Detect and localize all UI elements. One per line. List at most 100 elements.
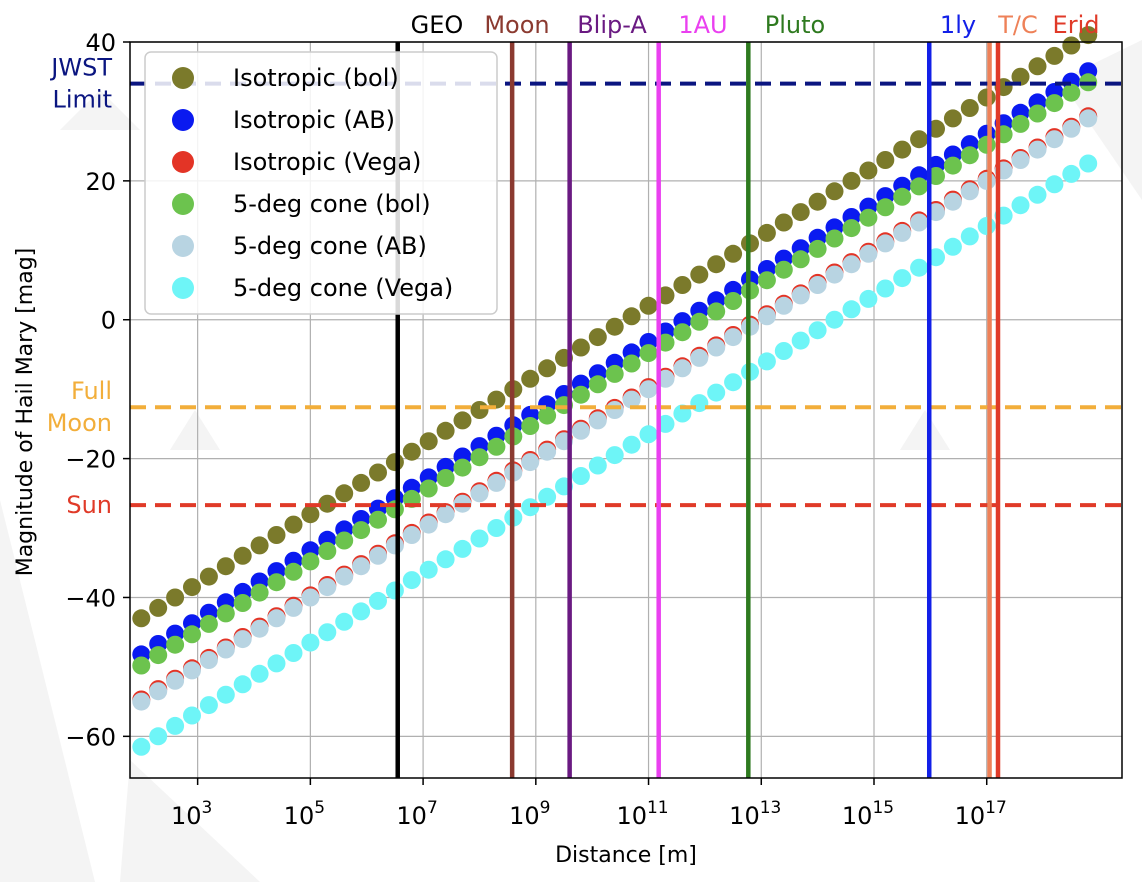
legend: Isotropic (bol) Isotropic (AB) Isotropic (… [144, 51, 498, 315]
data-point [1045, 94, 1064, 113]
data-point [166, 635, 185, 654]
data-point [301, 633, 320, 652]
legend-label: Isotropic (AB) [233, 106, 395, 134]
data-point [301, 505, 320, 524]
data-point [707, 255, 726, 274]
data-point [825, 182, 844, 201]
data-point [707, 383, 726, 402]
data-point [267, 526, 286, 544]
data-point [250, 536, 269, 555]
data-point [301, 552, 320, 571]
legend-marker [172, 151, 194, 173]
data-point [673, 359, 692, 378]
data-point [910, 258, 929, 277]
data-point [1079, 26, 1098, 45]
y-tick-label: −20 [65, 446, 116, 474]
data-point [588, 456, 607, 475]
data-point [335, 612, 354, 631]
reference-line-label: Sun [66, 491, 112, 519]
data-point [876, 234, 895, 253]
data-point [639, 380, 658, 399]
data-point [622, 354, 641, 373]
series-1 [132, 26, 1098, 628]
data-point [284, 598, 303, 617]
data-point [656, 369, 675, 388]
series-6 [132, 154, 1098, 756]
data-point [927, 203, 945, 222]
data-point [352, 557, 371, 576]
data-point [656, 333, 675, 352]
data-point [521, 498, 540, 517]
data-point [318, 623, 337, 642]
data-point [149, 598, 168, 617]
data-point [470, 529, 489, 548]
data-point [470, 448, 489, 467]
data-point [656, 414, 675, 433]
data-point [250, 619, 269, 638]
data-point [910, 177, 929, 196]
data-point [470, 401, 489, 419]
data-point [588, 328, 607, 347]
data-point [284, 644, 303, 662]
data-point [369, 510, 387, 529]
data-point [690, 348, 709, 367]
data-point [1062, 164, 1081, 183]
reference-line-label: JWST [49, 54, 112, 82]
data-point [335, 531, 354, 550]
data-point [369, 546, 387, 565]
data-point [571, 338, 590, 357]
data-point [132, 609, 151, 628]
data-point [453, 411, 472, 430]
data-point [791, 286, 810, 305]
data-point [639, 296, 658, 315]
data-point [487, 390, 506, 409]
data-point [216, 640, 235, 659]
data-point [1028, 185, 1047, 204]
data-point [842, 300, 861, 319]
reference-line-label: GEO [411, 11, 464, 39]
data-point [199, 567, 218, 586]
data-point [859, 208, 878, 227]
reference-line-label: Full [71, 377, 112, 405]
data-point [149, 727, 168, 746]
data-point [977, 135, 996, 154]
data-point [385, 581, 404, 600]
data-point [893, 140, 912, 159]
data-point [724, 328, 743, 347]
data-point [774, 296, 793, 315]
data-point [1028, 57, 1047, 76]
data-point [1045, 130, 1064, 149]
legend-label: 5-deg cone (bol) [233, 190, 431, 218]
data-point [960, 227, 979, 246]
reference-line-label: Moon [484, 11, 549, 39]
data-point [757, 307, 776, 326]
legend-marker [172, 109, 194, 131]
data-point [233, 546, 252, 565]
data-point [233, 630, 252, 649]
data-point [166, 716, 185, 735]
data-point [419, 479, 438, 498]
reference-line-label: 1ly [940, 11, 976, 39]
reference-line-label: Blip-A [577, 11, 647, 39]
data-point [284, 562, 303, 581]
data-point [1045, 175, 1064, 194]
data-point [183, 661, 201, 680]
data-point [436, 469, 455, 487]
data-point [487, 519, 506, 537]
data-point [132, 737, 151, 756]
data-point [673, 276, 692, 294]
data-point [1062, 36, 1081, 55]
data-point [199, 696, 218, 715]
plot-marks [130, 26, 1122, 778]
plot-frame [129, 41, 1123, 779]
legend-label: 5-deg cone (AB) [233, 232, 427, 260]
data-point [233, 594, 252, 612]
data-point [318, 494, 337, 513]
data-point [724, 373, 743, 392]
data-point [267, 609, 286, 628]
data-point [859, 161, 878, 180]
legend-label: 5-deg cone (Vega) [233, 274, 453, 302]
data-point [149, 682, 168, 701]
data-point [1062, 119, 1081, 138]
